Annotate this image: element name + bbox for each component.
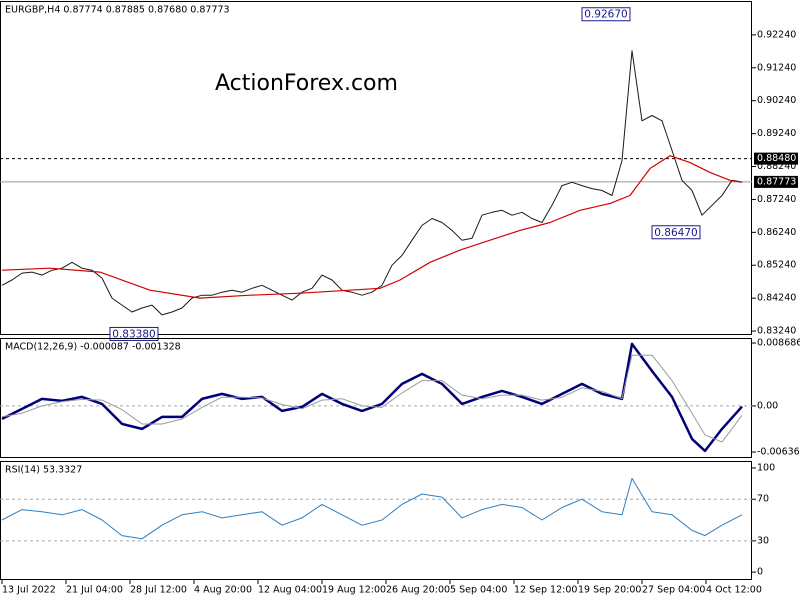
y-tick-label: 0.92240 <box>757 29 796 40</box>
x-tick-label: 5 Sep 04:00 <box>450 585 507 596</box>
panel-frame <box>0 1 752 335</box>
y-tick-label: 0.00 <box>757 400 778 411</box>
panel-frame <box>0 461 752 580</box>
x-tick-label: 27 Sep 04:00 <box>642 585 705 596</box>
y-tick-label: 0.85240 <box>757 260 796 271</box>
y-tick-label: 0 <box>757 567 763 578</box>
panel-title: MACD(12,26,9) -0.000087 -0.001328 <box>5 342 181 353</box>
y-tick-label: 100 <box>757 462 775 473</box>
x-tick-label: 21 Jul 04:00 <box>66 585 123 596</box>
x-tick-label: 26 Aug 20:00 <box>386 585 450 596</box>
y-tick-label: 0.84240 <box>757 293 796 304</box>
watermark: ActionForex.com <box>215 71 398 96</box>
panel-title: EURGBP,H4 0.87774 0.87885 0.87680 0.8777… <box>5 5 230 16</box>
y-tick-label: 70 <box>757 494 769 505</box>
x-tick-label: 4 Aug 20:00 <box>194 585 252 596</box>
y-tick-label: -0.006366 <box>757 447 800 458</box>
series-line <box>1 342 743 453</box>
series-line <box>1 155 743 299</box>
y-tick-label: 0.88240 <box>757 161 796 172</box>
y-tick-label: 0.91240 <box>757 62 796 73</box>
y-tick-label: 0.87240 <box>757 194 796 205</box>
series-line <box>1 50 743 316</box>
y-tick-label: 0.86240 <box>757 227 796 238</box>
level-label-box <box>754 175 798 188</box>
annotation-label: 0.92670 <box>584 9 627 21</box>
x-tick-label: 19 Aug 12:00 <box>322 585 386 596</box>
annotation-box <box>109 326 159 341</box>
y-tick-label: 0.90240 <box>757 95 796 106</box>
y-tick-label: 0.89240 <box>757 128 796 139</box>
x-tick-label: 4 Oct 12:00 <box>706 585 762 596</box>
annotation-box <box>581 7 631 22</box>
x-tick-label: 12 Sep 12:00 <box>514 585 577 596</box>
panel-title: RSI(14) 53.3327 <box>5 465 82 476</box>
y-tick-label: 0.83240 <box>757 326 796 337</box>
y-tick-label: 0.008686 <box>757 338 800 349</box>
series-line <box>1 354 743 443</box>
y-tick-label: 30 <box>757 535 769 546</box>
level-label: 0.87773 <box>757 176 796 187</box>
annotation-box <box>651 225 701 240</box>
annotation-label: 0.86470 <box>654 227 697 239</box>
panel-frame <box>0 338 752 458</box>
x-tick-label: 28 Jul 12:00 <box>130 585 187 596</box>
x-tick-label: 19 Sep 20:00 <box>578 585 641 596</box>
level-label: 0.88480 <box>757 153 796 164</box>
annotation-label: 0.83380 <box>112 328 155 340</box>
level-label-box <box>754 152 798 165</box>
x-tick-label: 12 Aug 04:00 <box>258 585 322 596</box>
x-tick-label: 13 Jul 2022 <box>2 585 56 596</box>
series-line <box>1 477 743 540</box>
